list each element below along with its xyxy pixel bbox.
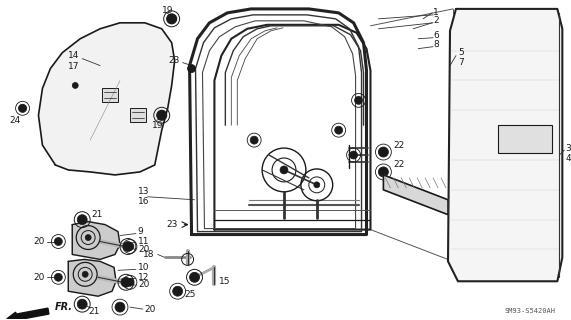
Bar <box>102 88 118 102</box>
Text: 21: 21 <box>91 210 103 219</box>
Text: 19: 19 <box>162 6 173 15</box>
Circle shape <box>126 278 134 286</box>
Text: 23: 23 <box>168 56 180 65</box>
Circle shape <box>349 151 357 159</box>
Text: 15: 15 <box>219 277 231 286</box>
Text: 5: 5 <box>458 48 464 57</box>
Bar <box>498 125 552 153</box>
Bar <box>130 108 146 122</box>
Text: FR.: FR. <box>54 302 73 312</box>
Circle shape <box>314 182 320 188</box>
Text: 9: 9 <box>138 227 144 236</box>
Text: 10: 10 <box>138 263 150 272</box>
Circle shape <box>54 237 62 245</box>
Text: 18: 18 <box>143 250 155 259</box>
Text: 11: 11 <box>138 237 150 246</box>
Text: 20: 20 <box>138 280 149 289</box>
Circle shape <box>250 136 258 144</box>
Text: 20: 20 <box>145 305 156 314</box>
Text: 20: 20 <box>33 273 45 282</box>
Circle shape <box>126 243 134 251</box>
Polygon shape <box>448 9 562 281</box>
Text: 13: 13 <box>138 187 150 196</box>
Circle shape <box>355 96 363 104</box>
Text: 21: 21 <box>88 307 99 316</box>
Circle shape <box>379 167 388 177</box>
Text: 3: 3 <box>565 144 571 153</box>
Text: 23: 23 <box>166 220 178 229</box>
Text: 24: 24 <box>9 116 20 125</box>
Text: 19: 19 <box>152 121 163 130</box>
Text: 22: 22 <box>393 140 405 149</box>
Circle shape <box>121 277 131 287</box>
Circle shape <box>85 235 91 241</box>
Text: 6: 6 <box>433 31 439 40</box>
Circle shape <box>73 83 78 88</box>
Circle shape <box>54 273 62 281</box>
Circle shape <box>157 110 167 120</box>
Circle shape <box>190 272 199 282</box>
Circle shape <box>379 147 388 157</box>
Polygon shape <box>73 222 120 260</box>
Circle shape <box>188 65 195 73</box>
Text: 2: 2 <box>433 16 439 25</box>
Text: 1: 1 <box>433 8 439 17</box>
Circle shape <box>335 126 343 134</box>
Text: 17: 17 <box>69 62 80 71</box>
FancyArrow shape <box>7 308 49 320</box>
Text: 14: 14 <box>69 51 80 60</box>
Polygon shape <box>69 260 116 296</box>
Circle shape <box>77 215 87 225</box>
Text: 20: 20 <box>138 245 149 254</box>
Text: 8: 8 <box>433 40 439 49</box>
Circle shape <box>115 302 125 312</box>
Circle shape <box>280 166 288 174</box>
Circle shape <box>77 299 87 309</box>
Text: 4: 4 <box>565 154 571 163</box>
Polygon shape <box>38 23 175 175</box>
Text: SM93-S5420AH: SM93-S5420AH <box>504 308 556 314</box>
Circle shape <box>19 104 26 112</box>
Circle shape <box>172 286 183 296</box>
Text: 20: 20 <box>33 237 45 246</box>
Circle shape <box>82 271 88 277</box>
Text: 12: 12 <box>138 273 149 282</box>
Text: 16: 16 <box>138 197 150 206</box>
Circle shape <box>123 242 133 252</box>
Text: 7: 7 <box>458 58 464 67</box>
Circle shape <box>167 14 176 24</box>
Text: 22: 22 <box>393 160 405 170</box>
Text: 25: 25 <box>184 290 196 299</box>
Polygon shape <box>383 175 448 215</box>
